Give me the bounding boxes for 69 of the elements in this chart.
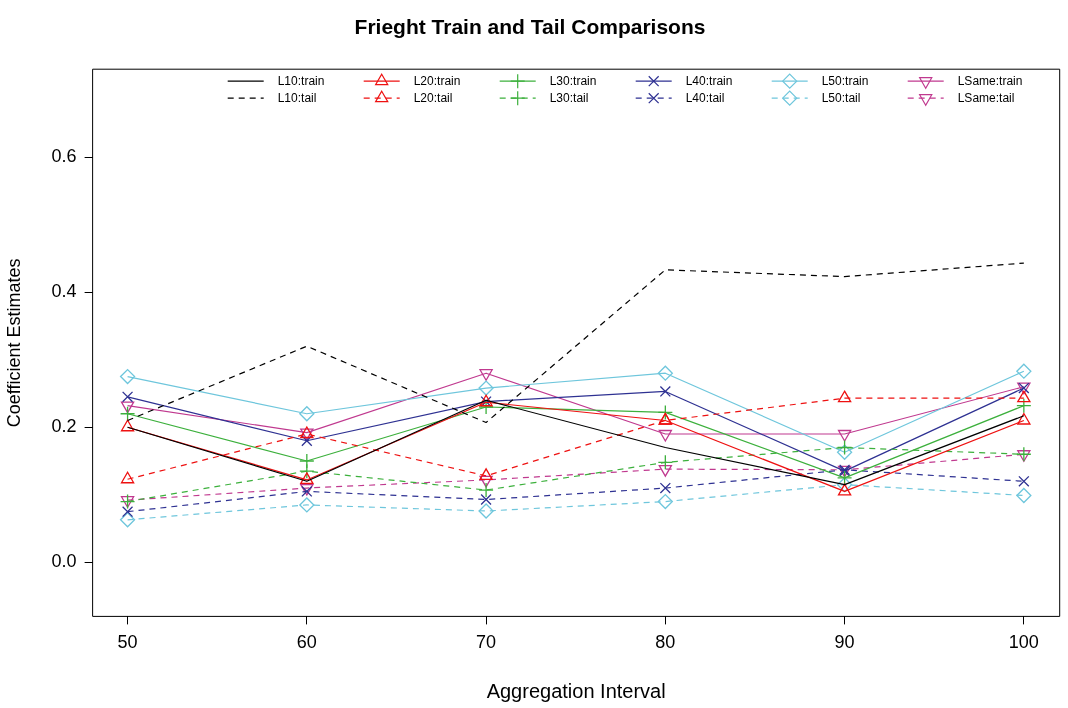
legend-label: L10:tail: [277, 90, 317, 105]
point: [300, 472, 314, 485]
y-tick-label: 0.2: [51, 416, 77, 437]
point: [659, 385, 671, 398]
point: [657, 365, 673, 381]
legend-label: L30:tail: [549, 90, 589, 105]
legend-label: L50:tail: [821, 90, 861, 105]
legend-label: LSame:train: [957, 73, 1023, 88]
y-tick-label: 0.0: [51, 551, 77, 572]
point: [1016, 487, 1032, 504]
point: [478, 482, 494, 498]
point: [301, 435, 313, 447]
x-tick-label: 70: [476, 632, 497, 653]
point: [479, 468, 493, 481]
x-tick-label: 100: [1008, 632, 1039, 653]
point: [1016, 397, 1032, 414]
point: [658, 429, 673, 442]
point: [658, 464, 673, 477]
point: [1016, 363, 1032, 379]
point: [836, 470, 853, 486]
legend-label: L40:train: [685, 73, 733, 88]
point: [1017, 412, 1031, 425]
x-tick-label: 50: [117, 632, 138, 653]
point: [480, 493, 492, 506]
point: [478, 399, 494, 415]
legend-label: L10:train: [277, 73, 325, 88]
point: [1017, 450, 1031, 462]
point: [657, 404, 673, 421]
legend-label: L50:train: [821, 73, 869, 88]
legend-label: L40:tail: [685, 90, 725, 105]
point: [121, 391, 134, 403]
point: [479, 475, 493, 488]
point: [836, 439, 853, 456]
y-tick-label: 0.4: [51, 281, 77, 302]
point: [657, 493, 673, 510]
point: [478, 380, 494, 396]
legend-label: L20:tail: [413, 90, 453, 105]
y-axis-title: Coefficient Estimates: [3, 258, 24, 428]
point: [120, 471, 135, 484]
point: [837, 483, 852, 496]
point: [479, 369, 493, 381]
point: [299, 406, 315, 422]
point: [119, 368, 136, 385]
point: [1018, 475, 1030, 487]
point: [478, 503, 494, 519]
point: [120, 419, 135, 432]
legend-label: L30:train: [549, 73, 597, 88]
point: [659, 482, 671, 494]
legend-label: LSame:tail: [957, 90, 1015, 105]
point: [657, 454, 673, 471]
x-tick-label: 80: [655, 632, 676, 653]
point: [299, 453, 315, 469]
y-tick-label: 0.6: [51, 145, 77, 166]
point: [836, 444, 853, 460]
point: [299, 497, 315, 513]
point: [1016, 446, 1032, 462]
point: [836, 477, 853, 493]
chart-title: Frieght Train and Tail Comparisons: [354, 15, 706, 39]
x-tick-label: 90: [834, 632, 855, 653]
point: [121, 506, 134, 518]
point: [120, 401, 135, 414]
x-axis-title: Aggregation Interval: [486, 679, 666, 702]
point: [119, 406, 136, 422]
x-tick-label: 60: [296, 632, 317, 653]
point: [1017, 390, 1031, 403]
point: [119, 512, 136, 528]
legend-label: L20:train: [413, 73, 461, 88]
point: [837, 390, 852, 403]
point: [837, 429, 852, 442]
